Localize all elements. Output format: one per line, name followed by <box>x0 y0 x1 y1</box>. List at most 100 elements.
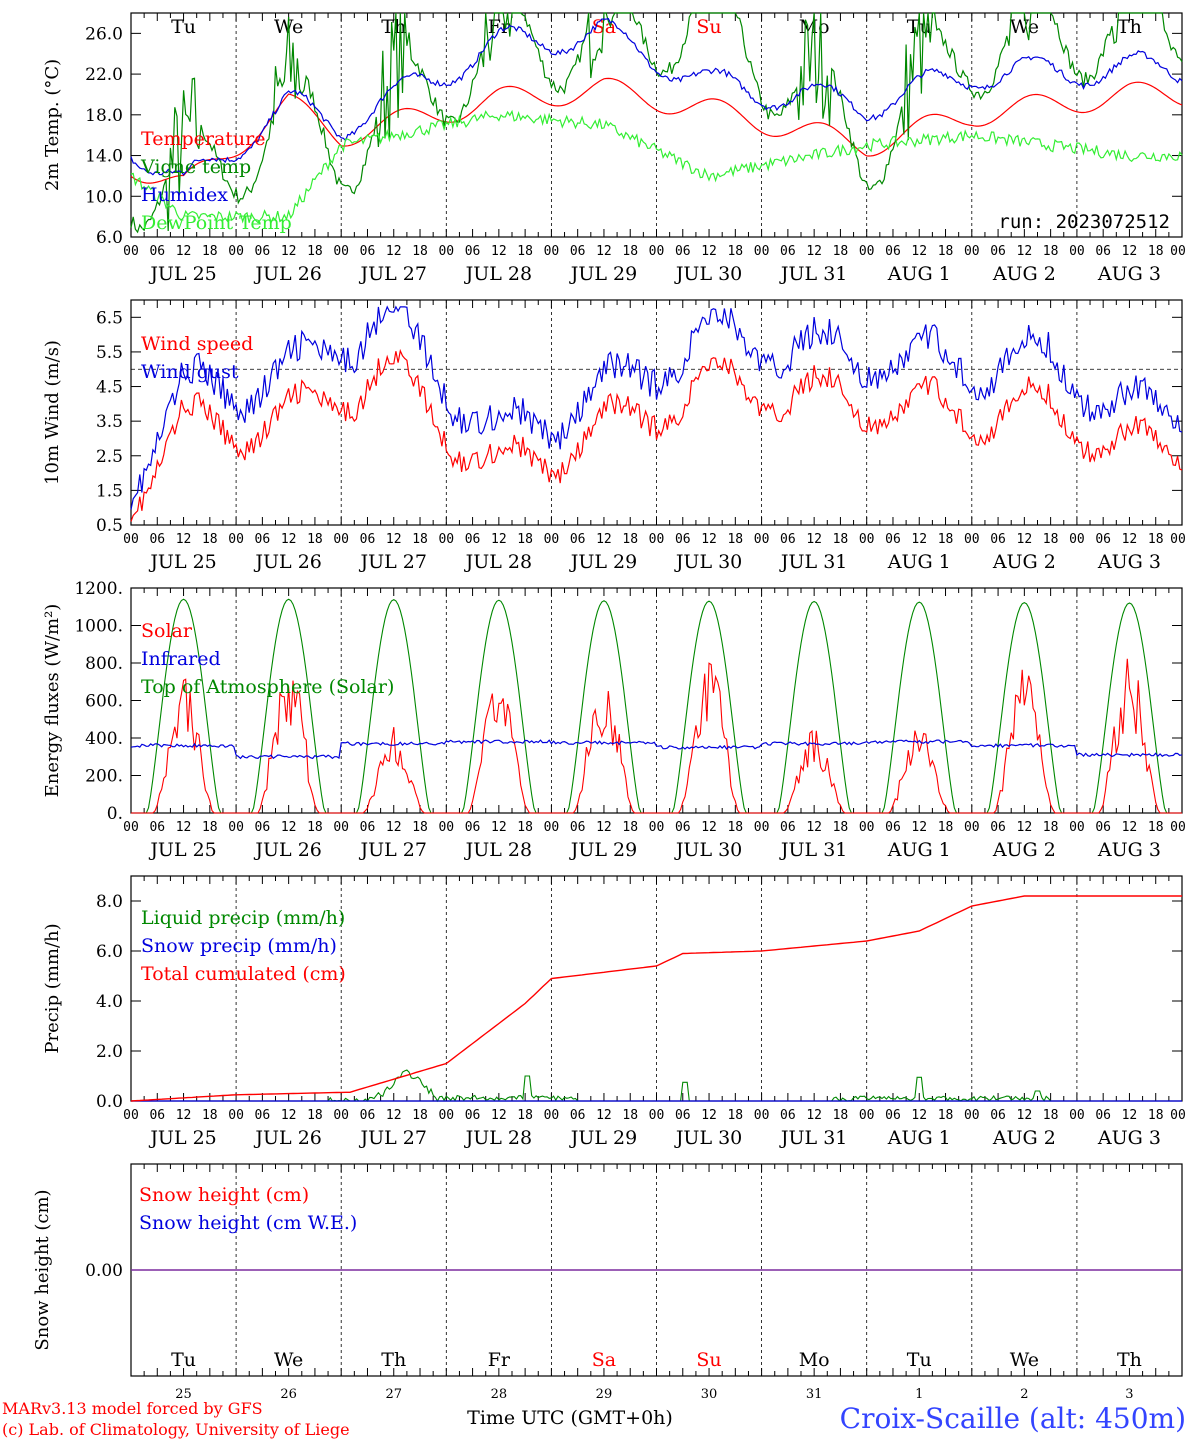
hour-tick-label: 06 <box>570 820 586 835</box>
day-name: Mo <box>799 1349 830 1371</box>
y-tick-label: 200. <box>85 767 123 787</box>
legend-entry: Top of Atmosphere (Solar) <box>141 676 394 698</box>
hour-tick-label: 12 <box>806 532 822 547</box>
day-number: 1 <box>915 1387 923 1402</box>
hour-tick-label: 06 <box>885 1108 901 1123</box>
day-name: Su <box>696 16 721 38</box>
hour-tick-label: 06 <box>885 244 901 259</box>
hour-tick-label: 12 <box>806 244 822 259</box>
date-label: AUG 1 <box>887 1127 951 1149</box>
y-tick-label: 5.5 <box>96 343 123 363</box>
hour-tick-label: 12 <box>1122 1108 1138 1123</box>
hour-tick-label: 18 <box>307 1108 323 1123</box>
day-number: 30 <box>701 1387 718 1402</box>
hour-tick-label: 18 <box>833 820 849 835</box>
legend-entry: Humidex <box>141 184 228 206</box>
hour-tick-label: 18 <box>1148 244 1164 259</box>
date-label: JUL 28 <box>464 551 532 573</box>
hour-tick-label: 12 <box>806 1108 822 1123</box>
y-axis-label: Energy fluxes (W/m²) <box>42 604 63 798</box>
y-axis-label: Precip (mm/h) <box>42 923 63 1053</box>
hour-tick-label: 18 <box>517 532 533 547</box>
date-label: AUG 1 <box>887 263 951 285</box>
hour-tick-label: 00 <box>1170 1108 1186 1123</box>
day-number: 27 <box>385 1387 402 1402</box>
hour-tick-label: 12 <box>491 244 507 259</box>
hour-tick-label: 12 <box>281 1108 297 1123</box>
hour-tick-label: 06 <box>465 244 481 259</box>
legend-entry: Solar <box>141 620 193 642</box>
date-label: JUL 25 <box>148 551 216 573</box>
hour-tick-label: 18 <box>1043 532 1059 547</box>
hour-tick-label: 00 <box>333 1108 349 1123</box>
day-number: 31 <box>806 1387 823 1402</box>
hour-tick-label: 06 <box>990 244 1006 259</box>
hour-tick-label: 06 <box>990 532 1006 547</box>
hour-tick-label: 06 <box>149 532 165 547</box>
hour-tick-label: 06 <box>780 244 796 259</box>
day-name: We <box>274 1349 303 1371</box>
day-name: Fr <box>488 1349 511 1371</box>
series-line <box>130 348 1183 522</box>
hour-tick-label: 12 <box>701 1108 717 1123</box>
date-label: JUL 29 <box>569 551 637 573</box>
hour-tick-label: 06 <box>360 532 376 547</box>
hour-tick-label: 18 <box>307 532 323 547</box>
hour-tick-label: 06 <box>465 820 481 835</box>
hour-tick-label: 12 <box>596 820 612 835</box>
date-label: JUL 27 <box>359 839 427 861</box>
date-label: JUL 30 <box>674 551 742 573</box>
hour-tick-label: 18 <box>622 244 638 259</box>
hour-tick-label: 12 <box>176 532 192 547</box>
hour-tick-label: 06 <box>149 244 165 259</box>
hour-tick-label: 18 <box>202 820 218 835</box>
hour-tick-label: 00 <box>438 532 454 547</box>
panel-energy: 00 06 12 18 00 06 12 18 00 06 12 18 00 06 12 18 00 06 12 18… <box>42 579 1186 861</box>
date-label: AUG 1 <box>887 551 951 573</box>
hour-tick-label: 12 <box>176 820 192 835</box>
hour-tick-label: 00 <box>859 532 875 547</box>
day-name: Th <box>381 16 406 38</box>
day-number: 2 <box>1020 1387 1028 1402</box>
hour-tick-label: 00 <box>649 244 665 259</box>
hour-tick-label: 00 <box>1170 532 1186 547</box>
hour-tick-label: 12 <box>386 244 402 259</box>
hour-tick-label: 18 <box>938 820 954 835</box>
legend-entry: Snow height (cm W.E.) <box>139 1212 357 1234</box>
hour-tick-label: 06 <box>1095 1108 1111 1123</box>
day-name: Fr <box>488 16 511 38</box>
hour-tick-label: 00 <box>438 244 454 259</box>
hour-tick-label: 00 <box>544 532 560 547</box>
series-line <box>130 895 1182 1102</box>
hour-tick-label: 00 <box>228 820 244 835</box>
date-label: JUL 25 <box>148 1127 216 1149</box>
y-axis-label: 10m Wind (m/s) <box>42 340 63 485</box>
date-label: JUL 27 <box>359 263 427 285</box>
hour-tick-label: 12 <box>911 532 927 547</box>
model-credit: MARv3.13 model forced by GFS <box>2 1399 263 1418</box>
hour-tick-label: 00 <box>754 1108 770 1123</box>
date-label: JUL 27 <box>359 551 427 573</box>
date-label: JUL 31 <box>779 1127 847 1149</box>
hour-tick-label: 18 <box>412 532 428 547</box>
hour-tick-label: 06 <box>255 820 271 835</box>
hour-tick-label: 12 <box>911 244 927 259</box>
date-label: JUL 28 <box>464 1127 532 1149</box>
legend-entry: Snow height (cm) <box>139 1184 309 1206</box>
series-line <box>130 305 1183 510</box>
hour-tick-label: 18 <box>412 820 428 835</box>
hour-tick-label: 18 <box>727 820 743 835</box>
y-tick-label: 18.0 <box>85 106 123 126</box>
hour-tick-label: 06 <box>990 1108 1006 1123</box>
y-tick-label: 3.5 <box>96 412 123 432</box>
hour-tick-label: 00 <box>964 820 980 835</box>
hour-tick-label: 18 <box>1148 1108 1164 1123</box>
panel-snow: 0.00 Snow height (cm) Tu 25 We 26 Th 27 Fr 28 Sa 29… <box>32 1163 1183 1402</box>
hour-tick-label: 00 <box>438 1108 454 1123</box>
hour-tick-label: 18 <box>622 1108 638 1123</box>
y-tick-label: 800. <box>85 654 123 674</box>
y-tick-label: 6.0 <box>96 942 123 962</box>
hour-tick-label: 18 <box>727 244 743 259</box>
y-axis-label: Snow height (cm) <box>32 1189 53 1350</box>
